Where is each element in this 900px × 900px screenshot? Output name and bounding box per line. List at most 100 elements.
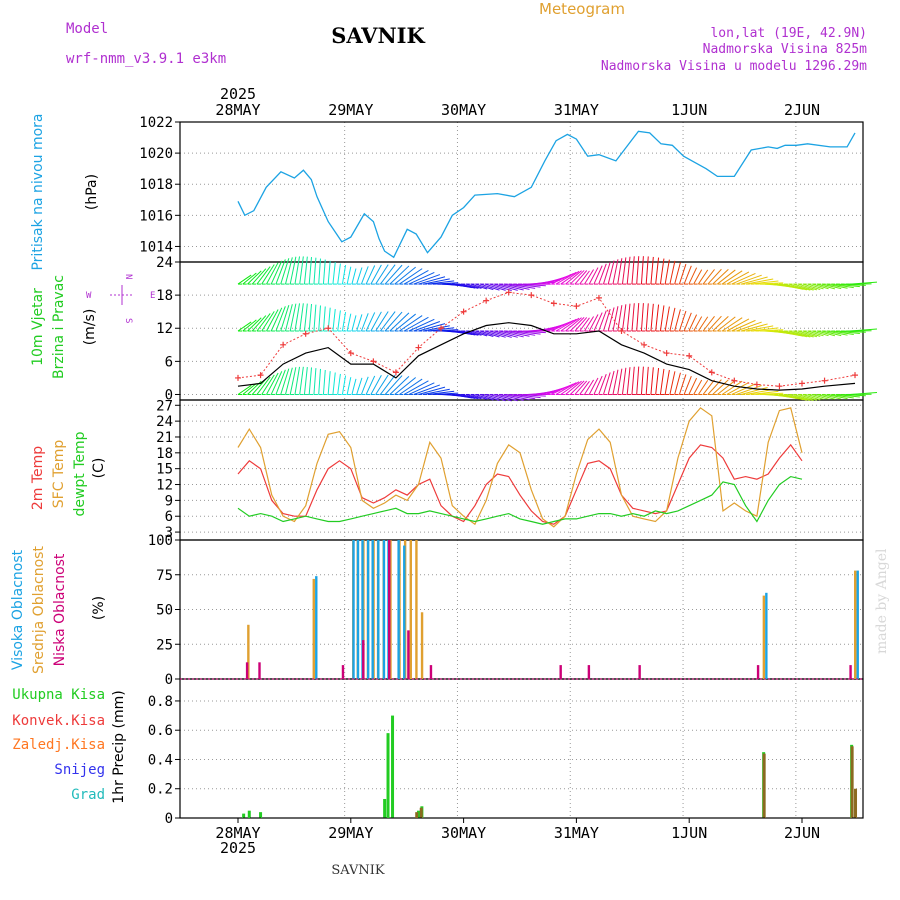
wind-barb (475, 283, 494, 291)
wind-barb (332, 308, 336, 332)
wind-barb (360, 376, 369, 395)
panel-frame (179, 678, 864, 819)
high-cloud-bar (403, 545, 406, 679)
wind-barb (555, 271, 577, 285)
wind-barb (513, 393, 541, 399)
watermark: made by Angel (874, 548, 890, 654)
wind-barb (427, 280, 455, 285)
wind-barb (280, 368, 290, 395)
wind-barb (755, 329, 784, 332)
y-tick-label: 3 (165, 525, 173, 541)
wind-barb (327, 260, 331, 285)
wind-barb (674, 309, 681, 332)
wind-barb (303, 256, 308, 285)
wind-barb (322, 369, 326, 395)
wind-barb (740, 323, 768, 332)
wind-barb (736, 274, 762, 285)
wind-barb (384, 264, 403, 285)
y-tick-label: 0.4 (148, 752, 173, 768)
wind-barb (341, 311, 347, 332)
wind-barb (621, 257, 627, 285)
y-tick-label: 100 (148, 533, 173, 549)
wind-barb (659, 258, 665, 285)
wind-barb (375, 264, 389, 285)
wind-barb (612, 369, 619, 395)
wind-barb (688, 377, 698, 395)
wind-barb (508, 283, 536, 289)
wind-barb (403, 316, 429, 332)
wind-barb (389, 312, 410, 332)
sfc-temp-title: SFC Temp (51, 440, 67, 509)
wind-barb (745, 388, 774, 395)
high-cloud-bar (377, 540, 380, 679)
conv-rain-bar (850, 746, 854, 818)
wind-barb (299, 366, 304, 395)
wind-barb (598, 374, 607, 395)
rain-bar (259, 812, 263, 818)
wind-barb (308, 367, 313, 395)
wind-barb (816, 330, 836, 337)
wind-barb (693, 316, 703, 332)
wind-barb (408, 271, 435, 285)
wind-barb (726, 318, 750, 332)
y-tick-label: 1018 (139, 177, 173, 193)
wind-barb (650, 303, 654, 332)
wind-barb (840, 330, 866, 333)
wind-barb (631, 256, 635, 285)
wind-barb (470, 330, 488, 337)
wind-barb (636, 366, 640, 395)
wind-barb (337, 263, 341, 285)
wind-barb (555, 318, 577, 332)
wind-barb (489, 283, 512, 292)
wind-barb (788, 330, 811, 338)
wind-barb (503, 283, 530, 290)
wind-barb (812, 393, 829, 400)
rain-bar (383, 798, 387, 818)
wind-barb (289, 367, 297, 395)
wind-barb (621, 304, 627, 332)
wind-barb (626, 303, 631, 332)
wind-barb (631, 303, 635, 332)
wind-barb (413, 384, 441, 395)
y-tick-label: 0 (165, 672, 173, 688)
high-cloud-bar (366, 540, 370, 679)
wind-barb (555, 382, 577, 395)
low-cloud-title: Niska Oblacnost (52, 553, 68, 666)
wind-barb (518, 283, 546, 287)
wind-barb (712, 269, 729, 285)
wind-barb (693, 379, 703, 395)
wind-barb (721, 270, 743, 285)
wind-barb (370, 311, 382, 332)
wind-barb (375, 374, 389, 395)
wind-barb (797, 330, 818, 338)
wind-barb (266, 372, 279, 395)
wind-barb (574, 270, 588, 285)
wind-barb (678, 374, 687, 395)
high-cloud-bar (371, 540, 374, 679)
wind-barb (664, 259, 670, 285)
wind-barb (755, 392, 784, 395)
wind-barb (579, 380, 590, 395)
wind-barb (569, 317, 585, 332)
wind-barb (584, 269, 595, 285)
wind-barb (826, 330, 848, 336)
wind-barb (341, 375, 347, 395)
wind-barb (750, 390, 779, 395)
wind-barb (379, 264, 396, 285)
wind-barb (379, 311, 396, 332)
wind-barb (332, 372, 336, 395)
wind-barb (802, 283, 821, 290)
wind-barb (479, 330, 500, 338)
wind-barb (697, 269, 709, 285)
high-cloud-bar (382, 540, 386, 679)
low-cloud-bar (362, 640, 365, 679)
wind-barb (650, 367, 654, 395)
wind-barb (508, 393, 536, 400)
wind-barb (384, 311, 403, 332)
wind-barb (551, 272, 574, 285)
wind-barb (351, 378, 357, 395)
wind-gust-line (237, 291, 856, 387)
x-label-top: 2JUN (784, 101, 820, 119)
wind-barb (470, 283, 488, 290)
